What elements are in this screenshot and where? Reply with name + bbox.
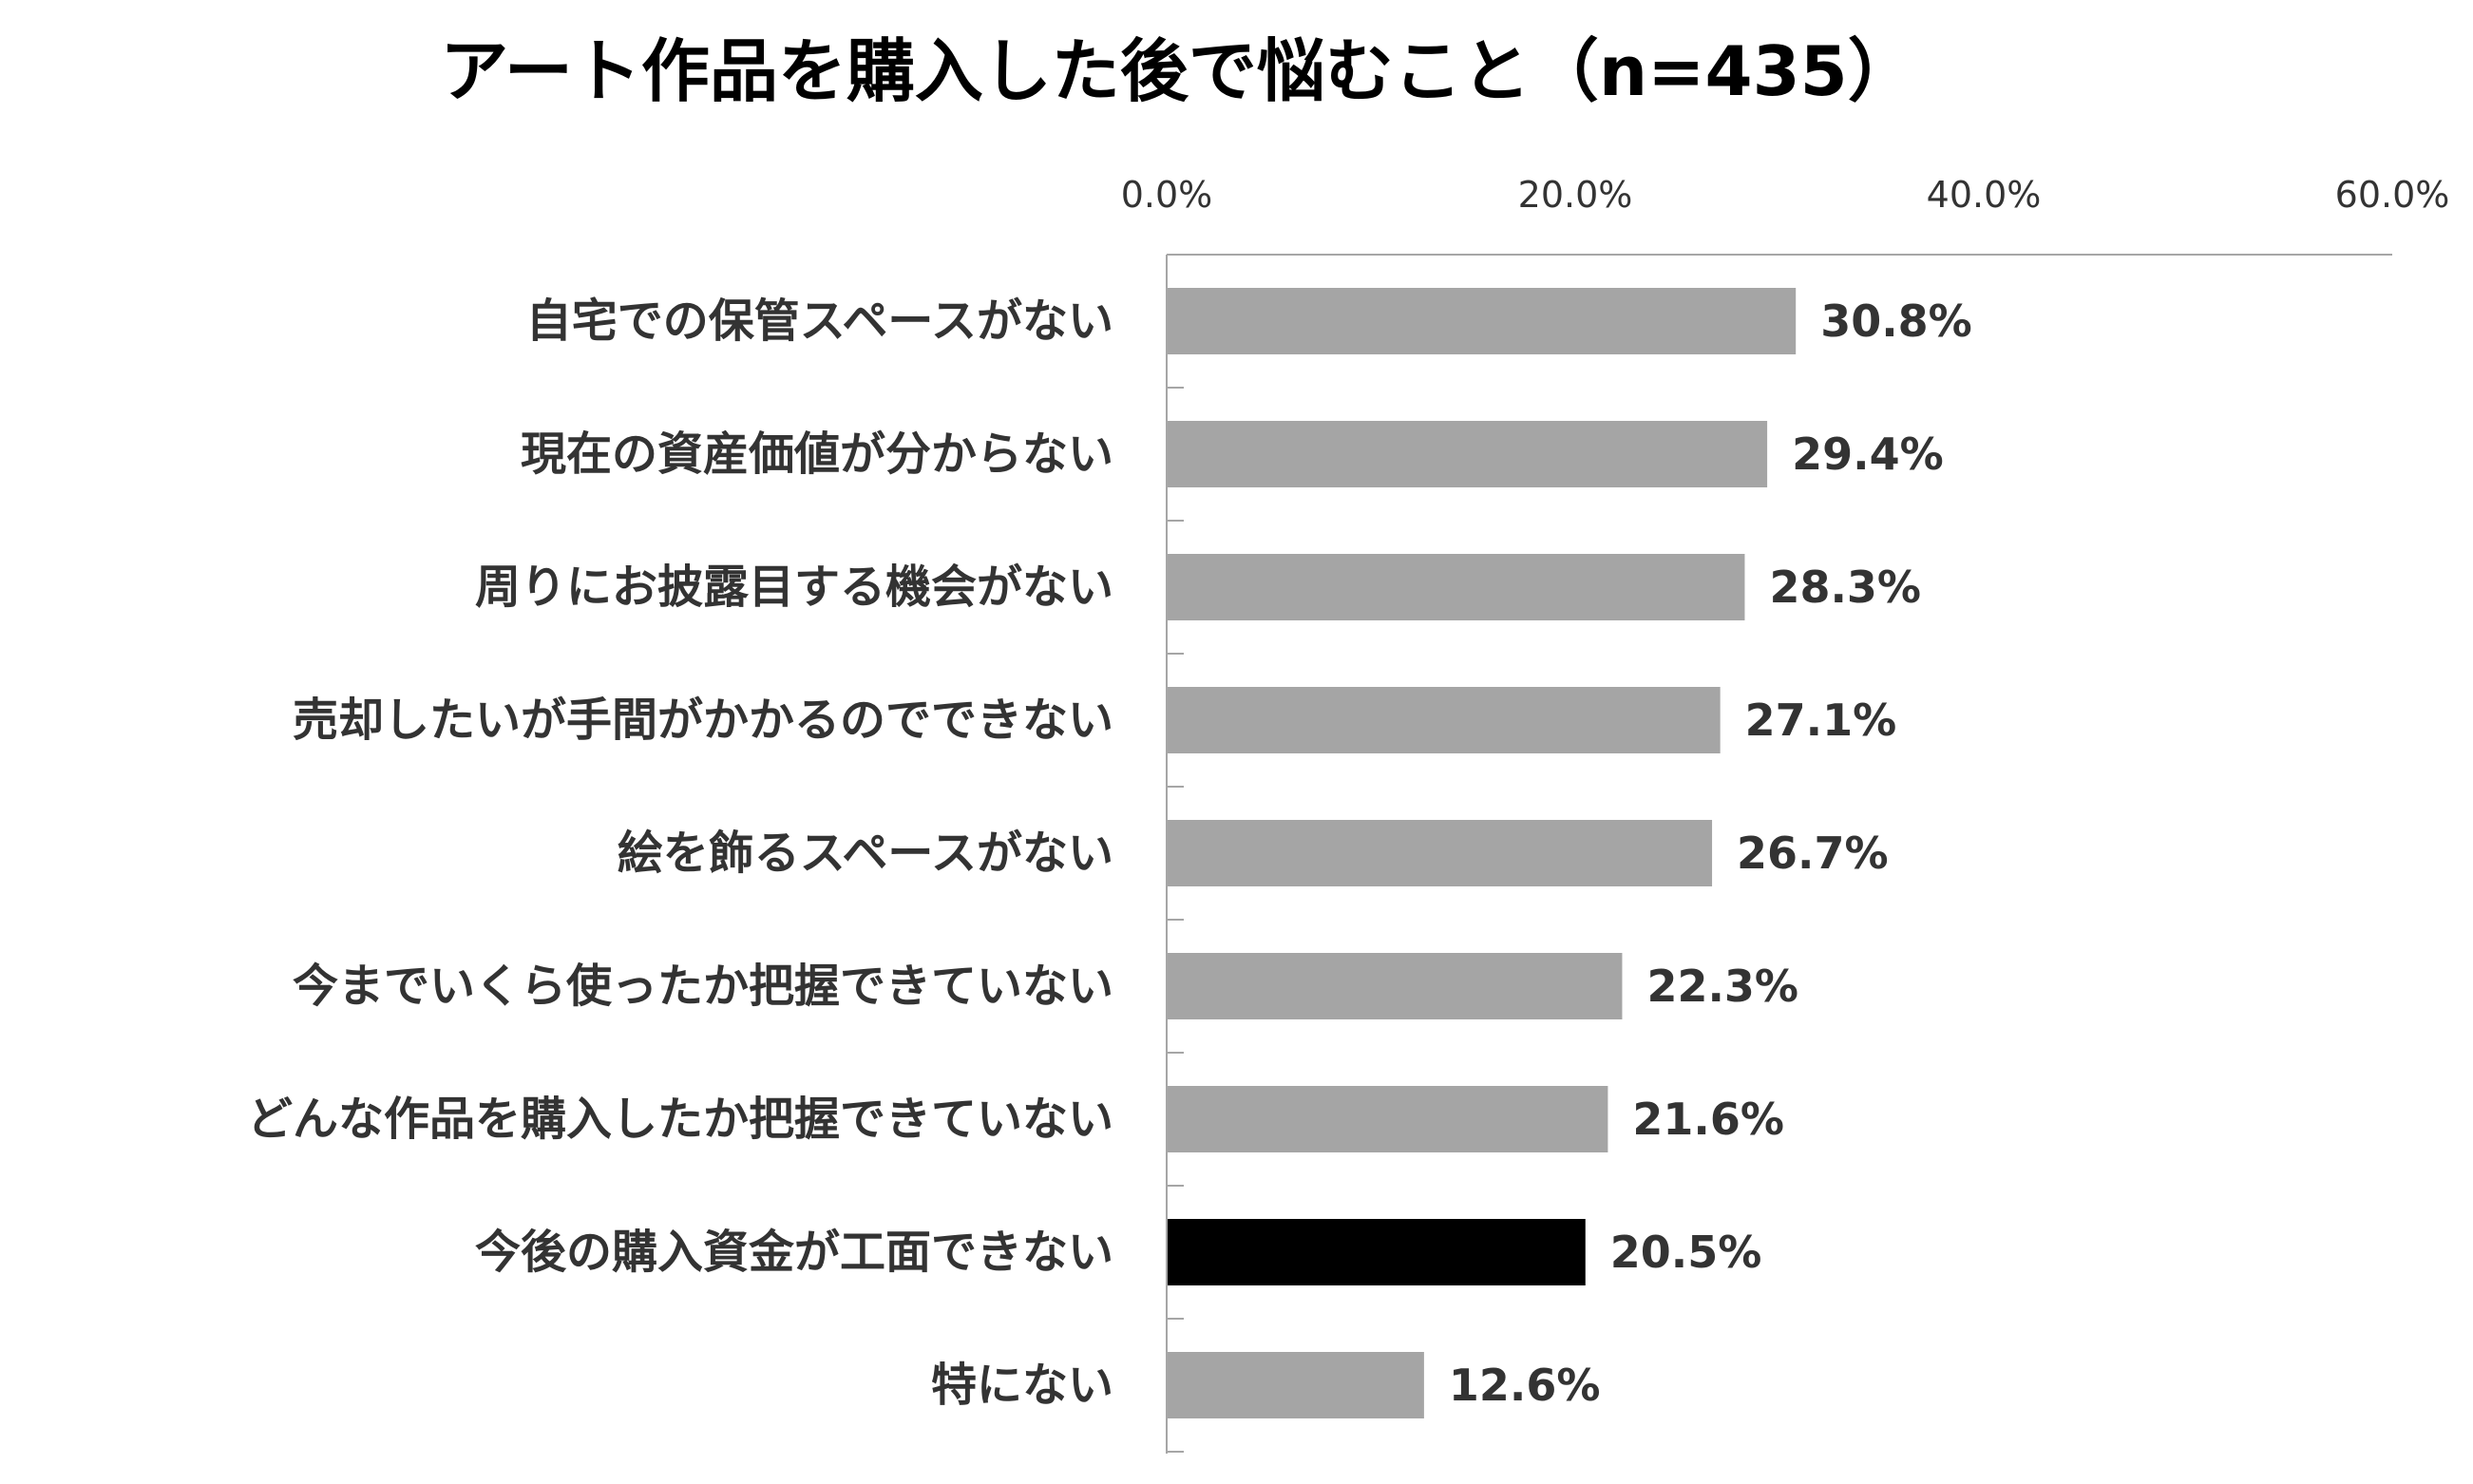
x-tick-label: 20.0% [1518,174,1633,216]
x-tick-label: 60.0% [2335,174,2450,216]
bar [1168,288,1797,354]
category-label: 今後の購入資金が工面できない [475,1226,1113,1279]
bar [1168,953,1623,1019]
data-label: 22.3% [1646,961,1798,1012]
data-label: 20.5% [1610,1227,1762,1278]
data-label: 28.3% [1769,561,1921,613]
category-label: 特にない [931,1359,1113,1412]
data-label: 26.7% [1737,828,1889,879]
bar [1168,1086,1608,1152]
data-label: 27.1% [1745,694,1897,746]
x-axis: 0.0% 20.0% 40.0% 60.0% [1121,174,2450,256]
category-label: 売却したいが手間がかかるのでできない [293,694,1113,747]
category-label: どんな作品を購入したか把握できていない [247,1093,1113,1146]
bar-series [1168,288,1797,1418]
data-label: 12.6% [1449,1360,1601,1411]
category-labels: 自宅での保管スペースがない現在の資産価値が分からない周りにお披露目する機会がない… [247,295,1113,1412]
category-label: 周りにお披露目する機会がない [475,561,1113,614]
data-label: 30.8% [1820,295,1972,347]
category-label: 今までいくら使ったか把握できていない [293,960,1113,1013]
data-label: 21.6% [1632,1094,1784,1145]
data-labels: 30.8% 29.4% 28.3% 27.1% 26.7% 22.3% 21.6% 20.5%… [1449,295,1972,1411]
chart-title: アート作品を購入した後で悩むこと（n=435） [440,31,1916,111]
bar [1168,687,1721,753]
bar [1168,1352,1424,1418]
category-label: 現在の資産価値が分からない [521,428,1113,481]
y-axis [1166,254,1184,1454]
bar [1168,421,1768,487]
data-label: 29.4% [1792,428,1944,480]
bar [1168,554,1745,620]
x-tick-label: 0.0% [1121,174,1213,216]
bar [1168,1219,1586,1285]
x-tick-label: 40.0% [1927,174,2042,216]
bar [1168,820,1713,886]
category-label: 絵を飾るスペースがない [618,827,1113,880]
category-label: 自宅での保管スペースがない [526,295,1113,348]
